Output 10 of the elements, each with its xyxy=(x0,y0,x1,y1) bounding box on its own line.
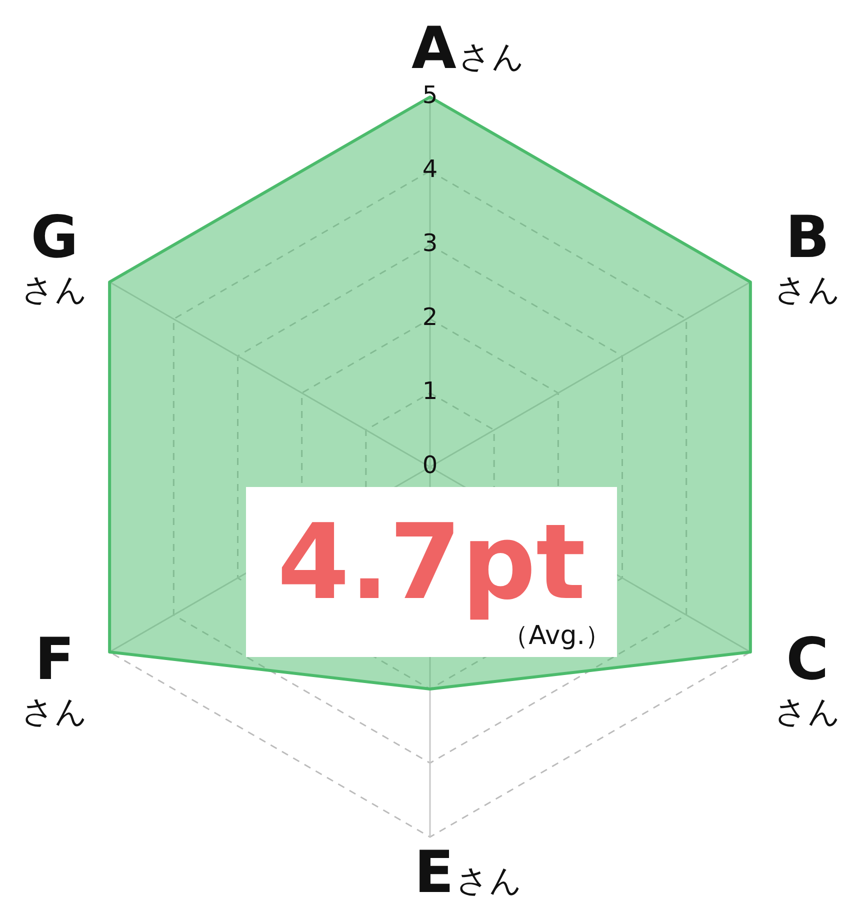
spoke-label: Bさん xyxy=(774,203,840,308)
y-tick-label: 0 xyxy=(422,451,438,480)
y-tick-label: 1 xyxy=(422,377,438,406)
y-tick-label: 2 xyxy=(422,303,438,332)
spoke-label: Gさん xyxy=(22,203,88,308)
y-tick-label: 4 xyxy=(422,155,438,184)
spoke-label: Cさん xyxy=(774,625,840,730)
spoke-label: Fさん xyxy=(22,625,88,730)
y-tick-label: 3 xyxy=(422,229,438,258)
spoke-label: Aさん xyxy=(412,14,524,82)
